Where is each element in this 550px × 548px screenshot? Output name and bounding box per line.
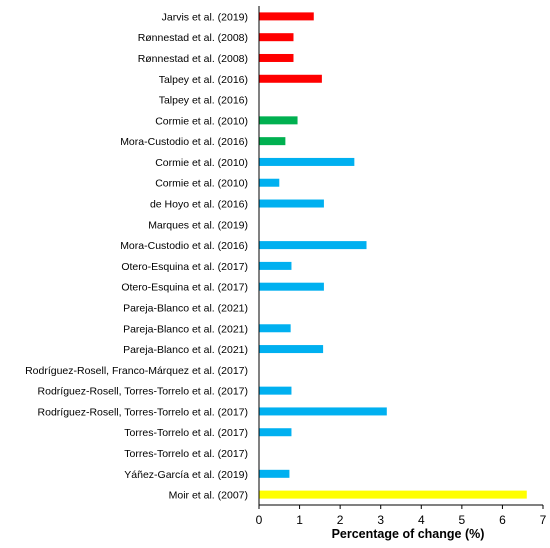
category-label: Pareja-Blanco et al. (2021) bbox=[123, 344, 248, 356]
x-axis-title: Percentage of change (%) bbox=[332, 527, 485, 541]
category-label: Pareja-Blanco et al. (2021) bbox=[123, 302, 248, 314]
bars-group bbox=[259, 12, 527, 499]
bar bbox=[259, 53, 294, 62]
bar bbox=[259, 199, 324, 208]
bar bbox=[259, 137, 286, 146]
x-tick-label: 2 bbox=[337, 513, 344, 527]
category-label: Pareja-Blanco et al. (2021) bbox=[123, 323, 248, 335]
category-label: Torres-Torrelo et al. (2017) bbox=[124, 448, 248, 460]
bar bbox=[259, 407, 387, 416]
category-label: Rodríguez-Rosell, Torres-Torrelo et al. … bbox=[38, 386, 248, 398]
x-tick-label: 7 bbox=[540, 513, 547, 527]
bar bbox=[259, 469, 290, 478]
bar bbox=[259, 12, 314, 21]
x-tick-label: 0 bbox=[256, 513, 263, 527]
category-label: Jarvis et al. (2019) bbox=[162, 11, 248, 23]
x-tick-label: 1 bbox=[296, 513, 303, 527]
category-label: Mora-Custodio et al. (2016) bbox=[120, 240, 248, 252]
category-label: Moir et al. (2007) bbox=[169, 490, 248, 502]
x-tick-labels: 0 1 2 3 4 5 6 7 bbox=[256, 505, 547, 527]
bar bbox=[259, 116, 298, 125]
bar bbox=[259, 74, 322, 83]
category-label: Rodríguez-Rosell, Franco-Márquez et al. … bbox=[25, 365, 248, 377]
bar bbox=[259, 324, 291, 333]
x-tick-label: 4 bbox=[418, 513, 425, 527]
category-labels: Jarvis et al. (2019) Rønnestad et al. (20… bbox=[25, 11, 248, 501]
bar bbox=[259, 157, 355, 166]
category-label: Marques et al. (2019) bbox=[148, 219, 248, 231]
category-label: Otero-Esquina et al. (2017) bbox=[121, 282, 248, 294]
category-label: de Hoyo et al. (2016) bbox=[150, 199, 248, 211]
bar bbox=[259, 428, 292, 437]
category-label: Cormie et al. (2010) bbox=[155, 115, 248, 127]
category-label: Cormie et al. (2010) bbox=[155, 157, 248, 169]
category-label: Mora-Custodio et al. (2016) bbox=[120, 136, 248, 148]
bar bbox=[259, 282, 324, 291]
category-label: Otero-Esquina et al. (2017) bbox=[121, 261, 248, 273]
bar bbox=[259, 178, 280, 187]
bar bbox=[259, 490, 527, 499]
category-label: Cormie et al. (2010) bbox=[155, 178, 248, 190]
x-tick-label: 5 bbox=[459, 513, 466, 527]
x-tick-label: 3 bbox=[377, 513, 384, 527]
category-label: Torres-Torrelo et al. (2017) bbox=[124, 427, 248, 439]
bar bbox=[259, 345, 324, 354]
bar bbox=[259, 386, 292, 395]
category-label: Yáñez-García et al. (2019) bbox=[124, 469, 248, 481]
bar bbox=[259, 241, 367, 250]
category-label: Rønnestad et al. (2008) bbox=[138, 32, 248, 44]
category-label: Rønnestad et al. (2008) bbox=[138, 53, 248, 65]
x-tick-label: 6 bbox=[499, 513, 506, 527]
bar bbox=[259, 33, 294, 42]
category-label: Talpey et al. (2016) bbox=[159, 95, 248, 107]
bar bbox=[259, 261, 292, 270]
category-label: Rodríguez-Rosell, Torres-Torrelo et al. … bbox=[38, 406, 248, 418]
category-label: Talpey et al. (2016) bbox=[159, 74, 248, 86]
